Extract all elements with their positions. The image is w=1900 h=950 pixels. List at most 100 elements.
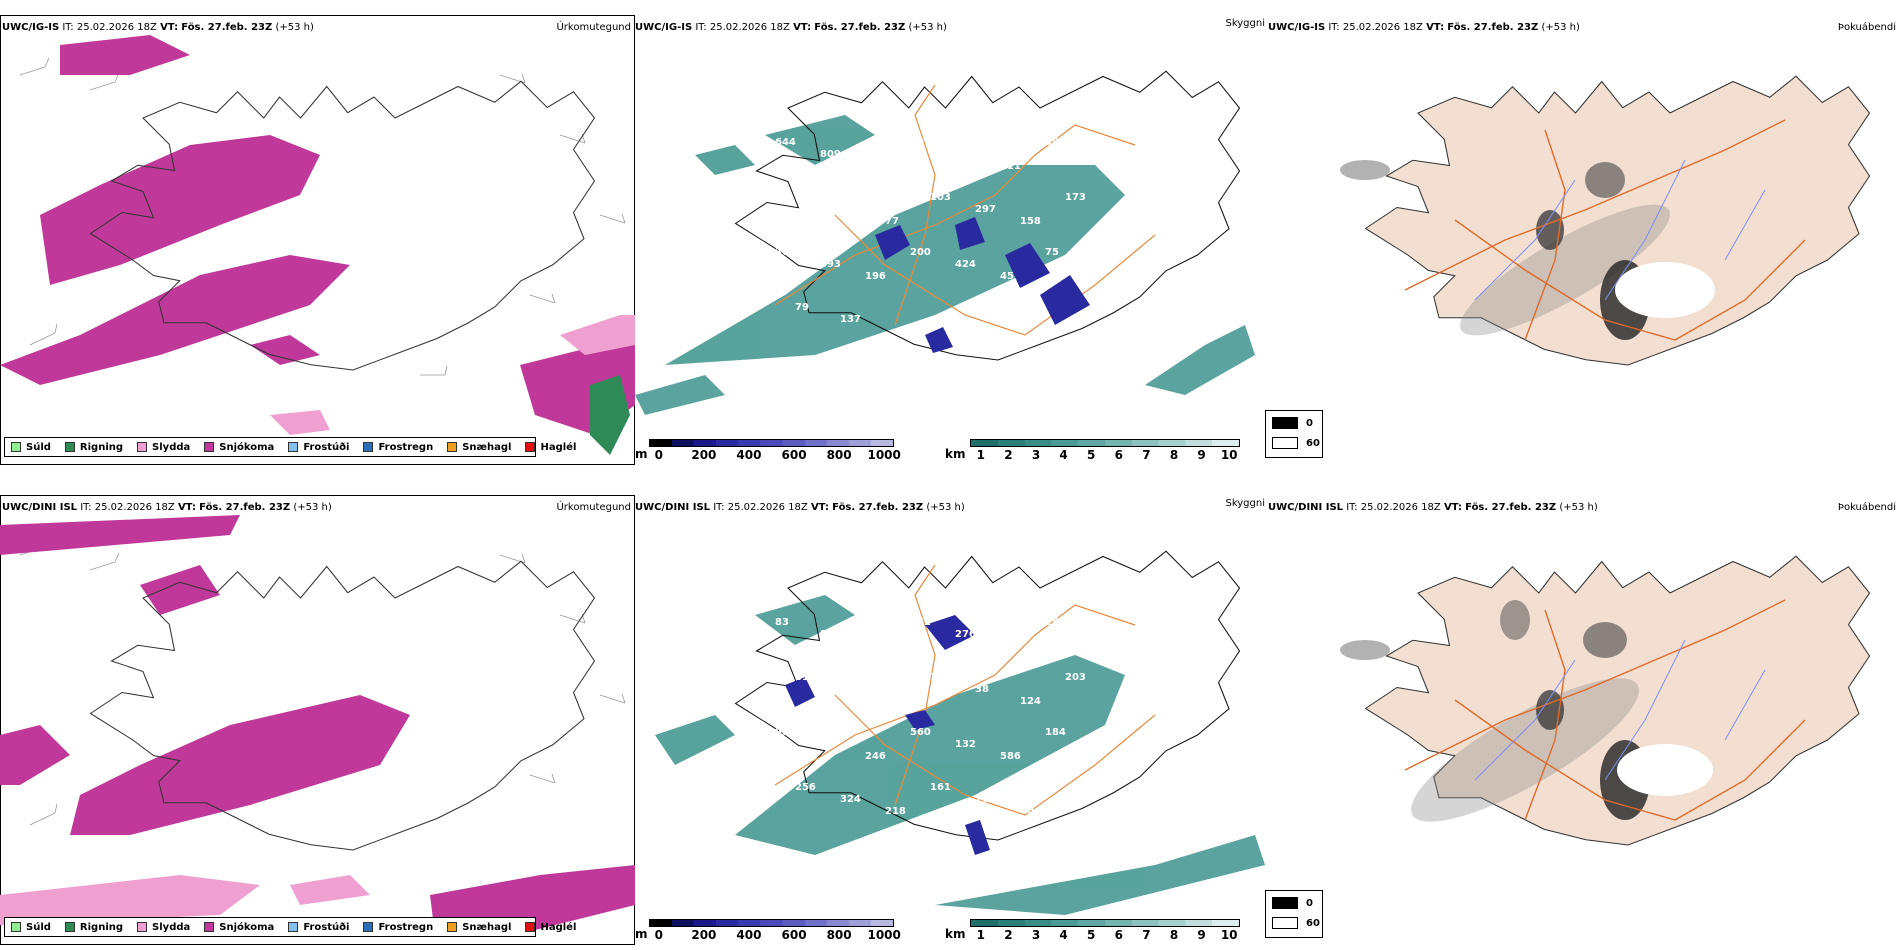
road-network <box>774 84 1156 336</box>
peak-height-label: 140 <box>840 684 861 695</box>
colorbar-tick-label: 200 <box>691 448 717 462</box>
peak-height-label: 184 <box>1045 727 1066 738</box>
init-time-label: IT: <box>80 502 92 513</box>
colorbar-tick-label: 0 <box>654 448 663 462</box>
init-time-label: IT: <box>62 22 74 33</box>
peak-height-label: 86 <box>840 204 854 215</box>
peak-height-label: 644 <box>775 137 796 148</box>
peak-height-label: 218 <box>885 806 906 817</box>
precip-map <box>0 515 635 935</box>
legend-item-hail: Haglél <box>525 922 576 933</box>
colorbar-segments <box>970 919 1240 927</box>
peak-height-label: 103 <box>930 192 951 203</box>
colorbar-segment <box>650 440 673 446</box>
colorbar-segment <box>804 440 827 446</box>
panel-title: Úrkomutegund <box>556 502 631 513</box>
panel-title: Skyggni <box>1225 18 1265 29</box>
peak-height-label: 150 <box>1045 617 1066 628</box>
lead-time: (+53 h) <box>275 22 314 33</box>
colorbar-tick-label: 600 <box>781 448 807 462</box>
colorbar-segment <box>1212 440 1239 446</box>
cloud-base-areas <box>875 217 1090 353</box>
precip-type-legend: Súld Rigning Slydda Snjókoma Frostúði Fr… <box>4 437 576 457</box>
cloud-base-areas <box>785 615 990 855</box>
colorbar-segment <box>1078 920 1105 926</box>
precip-type-legend: Súld Rigning Slydda Snjókoma Frostúði Fr… <box>4 917 576 937</box>
peak-height-label: 324 <box>840 794 861 805</box>
colorbar-segment <box>672 440 695 446</box>
panel-header: UWC/IG-IS IT: 25.02.2026 18Z VT: Fös. 27… <box>2 22 314 33</box>
panel-header: UWC/DINI ISL IT: 25.02.2026 18Z VT: Fös.… <box>635 502 965 513</box>
colorbar-tick-label: 200 <box>691 928 717 942</box>
peak-height-label: 586 <box>1000 751 1021 762</box>
colorbar-segments <box>970 439 1240 447</box>
colorbar-segment <box>997 920 1025 926</box>
colorbar-tick-label: 10 <box>1220 448 1238 462</box>
colorbar-tick-label: 4 <box>1059 448 1068 462</box>
peak-height-label: 98 <box>775 727 789 738</box>
colorbar-tick-label: 3 <box>1031 448 1041 462</box>
peak-height-label: 132 <box>955 739 976 750</box>
model-name: UWC/IG-IS <box>635 22 693 33</box>
colorbar-segment <box>848 920 871 926</box>
lead-time: (+53 h) <box>926 502 965 513</box>
lead-time: (+53 h) <box>1541 22 1580 33</box>
colorbar-segment <box>1078 440 1105 446</box>
colorbar-segment <box>716 440 739 446</box>
panel-title: Þokuábendi <box>1837 502 1896 513</box>
colorbar-segment <box>1185 440 1213 446</box>
peak-height-label: 111 <box>1000 161 1021 172</box>
legend-item-freezing-drizzle: Frostúði <box>288 922 349 933</box>
peak-height-label: 256 <box>795 782 816 793</box>
colorbar-tick-label: 9 <box>1197 928 1206 942</box>
peak-height-label: 246 <box>865 751 886 762</box>
colorbar-segment <box>760 920 783 926</box>
colorbar-segment <box>1051 920 1079 926</box>
peak-height-label: 45 <box>1000 271 1014 282</box>
peak-height-label: 161 <box>930 782 951 793</box>
rain-areas <box>590 375 630 455</box>
colorbar-segment <box>716 920 739 926</box>
init-time-label: IT: <box>713 502 725 513</box>
peak-height-label: 424 <box>955 259 976 270</box>
peak-height-label: 200 <box>910 247 931 258</box>
colorbar-segment <box>1051 440 1079 446</box>
colorbar-tick-label: 7 <box>1142 928 1151 942</box>
legend-item-freezing-drizzle: Frostúði <box>288 442 349 453</box>
colorbar-tick-label: 8 <box>1169 448 1179 462</box>
colorbar-segment <box>826 920 849 926</box>
peak-height-label: 276 <box>955 629 976 640</box>
valid-time-label: VT: <box>1426 22 1445 33</box>
cloud-base-colorbar: 0 200 400 600 800 1000 <box>649 919 901 942</box>
visibility-areas <box>655 595 1265 915</box>
colorbar-tick-labels: 0 200 400 600 800 1000 <box>649 447 901 462</box>
lead-time: (+53 h) <box>293 502 332 513</box>
lead-time: (+53 h) <box>908 22 947 33</box>
fog-map <box>1340 75 1871 366</box>
colorbar-segment <box>1131 920 1159 926</box>
colorbar-segment <box>1158 440 1186 446</box>
model-name: UWC/DINI ISL <box>1268 502 1344 513</box>
peak-height-label: 76 <box>975 794 989 805</box>
colorbar-tick-label: 1 <box>976 448 985 462</box>
colorbar-segment <box>804 920 827 926</box>
visibility-colorbar: 1 2 3 4 5 6 7 8 9 10 <box>970 919 1240 942</box>
colorbar-segment <box>997 440 1025 446</box>
peak-height-label: 79 <box>795 302 809 313</box>
colorbar-segment <box>1158 920 1186 926</box>
visibility-unit: km <box>945 447 966 461</box>
legend-item-hail: Haglél <box>525 442 576 453</box>
colorbar-segments <box>649 919 894 927</box>
colorbar-tick-label: 400 <box>736 928 762 942</box>
legend-item-snow: Snjókoma <box>204 922 274 933</box>
legend-item-freezing-rain: Frostregn <box>363 442 433 453</box>
colorbar-segment <box>870 920 894 926</box>
precip-map <box>0 35 635 455</box>
cloud-map: 644 809 232 70 75 111 98 111 86 77 103 297 158 173 366… <box>635 70 1255 415</box>
init-time-label: IT: <box>695 22 707 33</box>
init-time-value: 25.02.2026 18Z <box>709 22 790 33</box>
colorbar-tick-label: 2 <box>1004 448 1013 462</box>
colorbar-segment <box>738 440 761 446</box>
valid-time-value: Fös. 27.feb. 23Z <box>814 22 906 33</box>
colorbar-segments <box>649 439 894 447</box>
